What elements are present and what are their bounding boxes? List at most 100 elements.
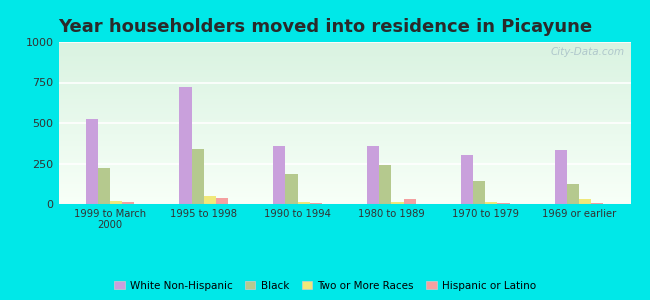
Bar bbox=[58, 44, 630, 45]
Bar bbox=[58, 108, 630, 110]
Bar bbox=[58, 119, 630, 120]
Bar bbox=[58, 128, 630, 130]
Bar bbox=[58, 78, 630, 80]
Bar bbox=[58, 61, 630, 62]
Bar bbox=[58, 62, 630, 64]
Bar bbox=[204, 196, 216, 204]
Bar bbox=[58, 201, 630, 203]
Bar bbox=[58, 59, 630, 61]
Bar bbox=[58, 85, 630, 86]
Bar bbox=[192, 149, 204, 204]
Bar bbox=[58, 99, 630, 100]
Bar bbox=[58, 122, 630, 123]
Bar bbox=[58, 110, 630, 111]
Bar bbox=[58, 57, 630, 58]
Bar bbox=[58, 115, 630, 116]
Bar bbox=[591, 203, 603, 204]
Bar bbox=[58, 180, 630, 181]
Bar bbox=[58, 131, 630, 132]
Bar bbox=[298, 202, 310, 204]
Bar bbox=[58, 96, 630, 97]
Bar bbox=[58, 172, 630, 173]
Bar bbox=[58, 178, 630, 180]
Bar bbox=[58, 91, 630, 92]
Bar bbox=[58, 164, 630, 165]
Bar bbox=[58, 92, 630, 93]
Bar bbox=[58, 176, 630, 177]
Bar bbox=[58, 147, 630, 148]
Bar bbox=[58, 50, 630, 51]
Bar bbox=[58, 174, 630, 175]
Bar bbox=[58, 199, 630, 200]
Bar bbox=[497, 203, 510, 204]
Bar bbox=[58, 166, 630, 167]
Bar bbox=[58, 113, 630, 115]
Bar bbox=[58, 45, 630, 46]
Bar bbox=[58, 145, 630, 146]
Bar bbox=[58, 104, 630, 105]
Bar bbox=[58, 116, 630, 118]
Bar bbox=[58, 154, 630, 155]
Bar bbox=[58, 65, 630, 66]
Bar bbox=[58, 127, 630, 128]
Bar bbox=[58, 70, 630, 72]
Bar bbox=[58, 173, 630, 174]
Bar bbox=[391, 202, 404, 204]
Bar bbox=[122, 202, 135, 204]
Bar bbox=[58, 165, 630, 166]
Bar bbox=[485, 202, 497, 204]
Bar bbox=[58, 84, 630, 85]
Bar bbox=[58, 53, 630, 54]
Bar bbox=[58, 124, 630, 126]
Bar bbox=[58, 135, 630, 136]
Bar bbox=[58, 93, 630, 95]
Bar bbox=[58, 82, 630, 84]
Bar bbox=[98, 168, 110, 204]
Bar bbox=[58, 182, 630, 184]
Bar bbox=[58, 89, 630, 91]
Bar bbox=[58, 111, 630, 112]
Bar bbox=[58, 187, 630, 188]
Bar bbox=[58, 177, 630, 178]
Bar bbox=[379, 165, 391, 204]
Bar bbox=[58, 95, 630, 96]
Bar bbox=[58, 133, 630, 134]
Bar bbox=[58, 64, 630, 65]
Legend: White Non-Hispanic, Black, Two or More Races, Hispanic or Latino: White Non-Hispanic, Black, Two or More R… bbox=[110, 277, 540, 295]
Bar bbox=[110, 201, 122, 204]
Bar bbox=[86, 119, 98, 204]
Bar bbox=[58, 81, 630, 82]
Bar bbox=[58, 49, 630, 50]
Bar bbox=[58, 197, 630, 199]
Bar bbox=[310, 203, 322, 204]
Bar bbox=[58, 112, 630, 113]
Bar bbox=[58, 118, 630, 119]
Bar bbox=[285, 174, 298, 204]
Bar bbox=[554, 150, 567, 204]
Text: Year householders moved into residence in Picayune: Year householders moved into residence i… bbox=[58, 18, 592, 36]
Bar bbox=[58, 192, 630, 193]
Bar bbox=[58, 66, 630, 68]
Bar bbox=[58, 74, 630, 76]
Bar bbox=[58, 54, 630, 56]
Bar bbox=[273, 146, 285, 204]
Bar bbox=[58, 150, 630, 152]
Bar bbox=[461, 155, 473, 204]
Bar bbox=[58, 103, 630, 104]
Bar bbox=[58, 162, 630, 164]
Bar bbox=[58, 200, 630, 201]
Bar bbox=[58, 97, 630, 99]
Bar bbox=[58, 123, 630, 124]
Bar bbox=[58, 52, 630, 53]
Bar bbox=[473, 181, 485, 204]
Bar bbox=[58, 140, 630, 142]
Bar bbox=[58, 203, 630, 204]
Bar bbox=[58, 76, 630, 77]
Bar bbox=[58, 181, 630, 182]
Bar bbox=[404, 199, 416, 204]
Bar bbox=[58, 58, 630, 59]
Bar bbox=[58, 107, 630, 108]
Bar bbox=[58, 46, 630, 47]
Bar bbox=[58, 158, 630, 160]
Bar bbox=[58, 47, 630, 49]
